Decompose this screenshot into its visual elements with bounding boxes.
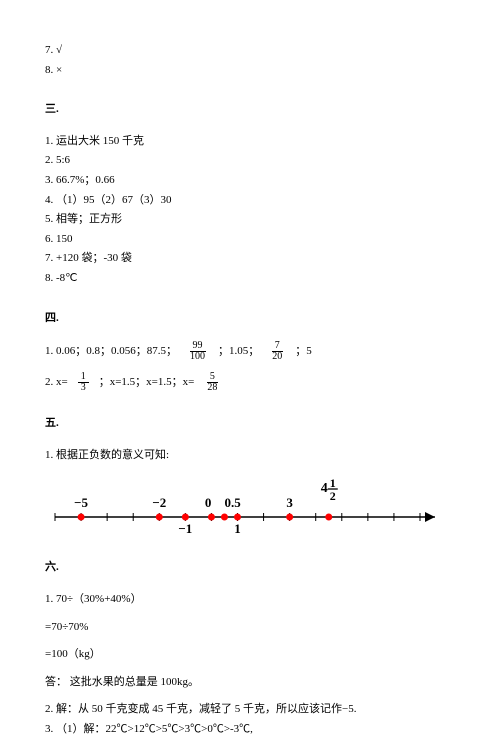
frac-1-3: 1 3 [78,372,89,393]
item-3-3: 3. 66.7%；0.66 [45,172,455,190]
item-3-6: 6. 150 [45,231,455,249]
section-3-title: 三. [45,101,455,119]
text-4-1c: ；5 [295,343,312,361]
item-5-1: 1. 根据正负数的意义可知: [45,447,455,465]
item-3-2: 2. 5:6 [45,152,455,170]
item-3-7: 7. +120 袋；-30 袋 [45,250,455,268]
svg-text:2: 2 [330,489,336,503]
item-2-8: 8. × [45,62,455,80]
svg-text:3: 3 [286,495,293,510]
item-4-2: 2. x= 1 3 ；x=1.5；x=1.5；x= 5 28 [45,372,455,393]
item-3-8: 8. -8℃ [45,270,455,288]
text-4-1a: 1. 0.06；0.8；0.056；87.5； [45,343,177,361]
text-4-1b: ；1.05； [218,343,259,361]
item-6-2: 2. 解：从 50 千克变成 45 千克，减轻了 5 千克，所以应该记作−5. [45,701,455,719]
svg-text:0: 0 [205,495,212,510]
section-4-title: 四. [45,310,455,328]
item-6-1ans: 答： 这批水果的总量是 100kg。 [45,674,455,692]
svg-text:−1: −1 [178,521,192,536]
item-3-1: 1. 运出大米 150 千克 [45,133,455,151]
svg-text:4: 4 [321,481,328,496]
item-6-1c: =100（kg） [45,646,455,664]
svg-text:1: 1 [234,521,241,536]
svg-text:−2: −2 [152,495,166,510]
section-6-title: 六. [45,559,455,577]
svg-text:1: 1 [330,476,336,490]
frac-7-20: 7 20 [269,341,285,362]
svg-text:0.5: 0.5 [224,495,241,510]
item-3-4: 4. （1）95（2）67（3）30 [45,192,455,210]
frac-5-28: 5 28 [204,372,220,393]
svg-text:−5: −5 [74,495,88,510]
item-3-5: 5. 相等；正方形 [45,211,455,229]
text-4-2b: ；x=1.5；x=1.5；x= [99,374,195,392]
item-6-3: 3. （1）解：22℃>12℃>5℃>3℃>0℃>-3℃, [45,721,455,738]
item-2-7: 7. √ [45,42,455,60]
section-5-title: 五. [45,415,455,433]
item-6-1b: =70÷70% [45,619,455,637]
item-4-1: 1. 0.06；0.8；0.056；87.5； 99 100 ；1.05； 7 … [45,341,455,362]
frac-99-100: 99 100 [187,341,208,362]
number-line-diagram: −5−2−100.513412 [45,472,445,547]
item-6-1a: 1. 70÷（30%+40%） [45,591,455,609]
text-4-2a: 2. x= [45,374,68,392]
